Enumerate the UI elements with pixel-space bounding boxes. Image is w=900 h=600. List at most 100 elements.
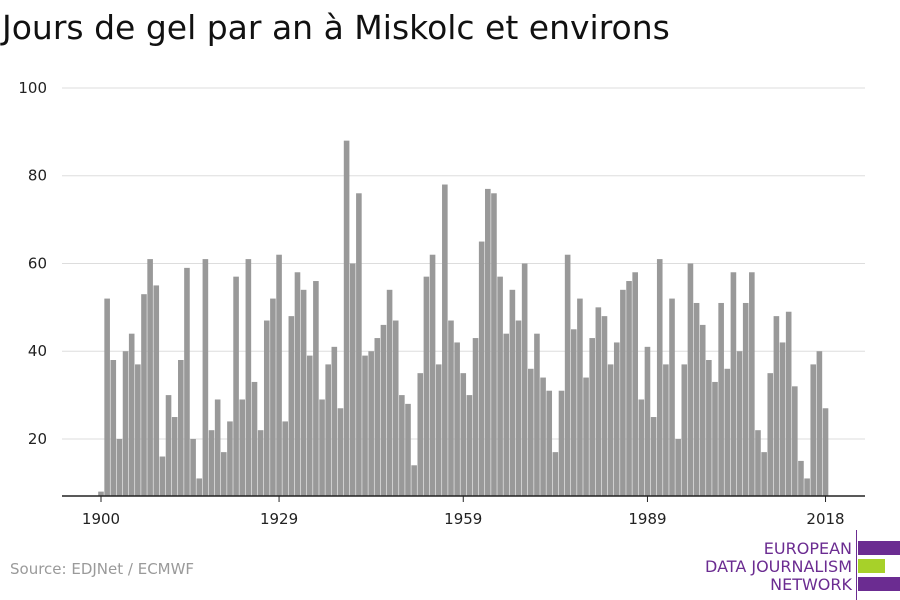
x-tick-label-1929: 1929 [260,510,298,528]
bar-1971 [534,333,540,496]
bar-1942 [356,193,362,497]
bar-1938 [331,346,338,496]
bar-1993 [669,298,675,496]
bar-2007 [755,430,761,496]
bar-1968 [515,320,522,496]
bar-1927 [263,320,270,496]
bar-1969 [521,263,528,496]
bar-1916 [196,478,203,496]
bar-2000 [712,381,718,496]
bar-2017 [816,351,823,496]
bar-2002 [724,368,731,496]
bar-1983 [607,364,614,496]
bar-1974 [552,452,559,496]
bar-2008 [761,452,767,496]
x-tick-label-2018: 2018 [806,510,844,528]
bar-1959 [460,373,467,496]
bar-2013 [792,386,798,496]
bar-1926 [257,430,264,496]
bar-1918 [208,430,215,496]
bar-1981 [595,307,602,496]
bar-1986 [626,281,632,496]
bar-1903 [116,438,123,496]
bar-1955 [435,364,442,496]
y-tick-label-80: 80 [28,167,47,185]
y-tick-label-40: 40 [28,342,47,360]
bar-2012 [785,311,792,496]
bar-1909 [153,285,160,496]
bar-1928 [270,298,276,496]
bar-1970 [528,368,534,496]
bar-1908 [147,259,153,496]
x-tick-label-1959: 1959 [444,510,482,528]
bar-2011 [779,342,786,496]
bar-2018 [822,408,829,496]
bar-2010 [773,316,780,496]
bar-2016 [810,364,817,496]
bar-1921 [227,421,233,496]
bar-1980 [589,338,595,496]
bar-1940 [343,140,350,496]
bar-2003 [730,272,737,496]
bar-1912 [171,417,178,496]
x-tick-label-1989: 1989 [628,510,666,528]
bar-1949 [399,395,405,496]
bar-1992 [663,364,669,496]
logo-bar-purple-top [858,541,900,555]
bar-1905 [128,333,135,496]
bar-1997 [693,302,700,496]
bar-1922 [233,276,239,496]
bar-1947 [386,289,393,496]
bar-1996 [687,263,694,496]
bar-1982 [601,316,608,496]
bar-1988 [638,399,645,496]
y-tick-label-20: 20 [28,430,47,448]
bar-1966 [503,333,510,496]
bar-2015 [804,478,810,496]
bar-1961 [472,338,479,496]
bar-2005 [742,302,749,496]
bar-1975 [558,390,565,496]
logo-bar-green [858,559,885,573]
bar-1934 [306,355,313,496]
bar-1953 [423,276,430,496]
bar-1920 [221,452,227,496]
y-tick-label-60: 60 [28,254,47,272]
bar-1914 [184,267,190,496]
bar-1995 [681,364,688,496]
bar-1941 [349,263,356,496]
bar-1931 [288,316,295,496]
bar-1923 [239,399,246,496]
bar-2006 [749,272,755,496]
bar-1973 [546,390,553,496]
bar-1917 [202,259,209,496]
bar-1962 [478,241,485,496]
bar-1958 [454,342,460,496]
bar-1935 [313,281,319,496]
bar-1952 [417,373,424,496]
bar-1994 [675,438,681,496]
bar-1913 [178,360,184,496]
logo-text-network: NETWORK [770,575,852,594]
bar-1945 [374,338,381,496]
bar-1933 [300,289,307,496]
bar-1956 [442,184,448,496]
logo-text-data-journalism: DATA JOURNALISM [705,557,852,576]
bar-1985 [620,289,626,496]
bar-1907 [141,294,147,496]
bar-1946 [380,324,387,496]
bar-1904 [122,351,129,496]
bar-1999 [706,360,712,496]
bar-1951 [411,465,417,496]
bar-2009 [767,373,774,496]
bar-1936 [319,399,325,496]
bar-1950 [405,403,411,496]
bar-1902 [110,360,117,496]
bar-1929 [276,254,282,496]
bar-1939 [337,408,344,496]
bar-1944 [368,351,374,496]
bar-1987 [632,272,638,496]
logo-text-european: EUROPEAN [763,539,852,558]
chart-title: Jours de gel par an à Miskolc et environ… [2,8,670,47]
